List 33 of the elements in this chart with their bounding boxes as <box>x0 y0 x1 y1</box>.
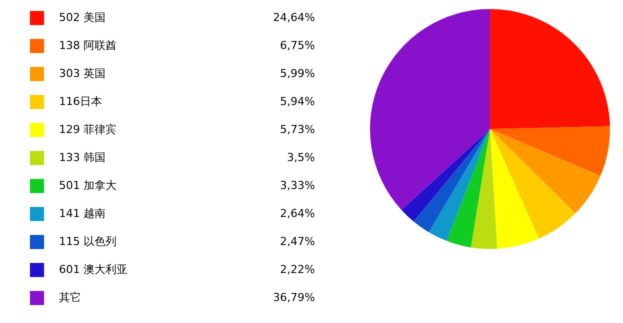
data-label: 5,73% <box>280 123 315 136</box>
pie-slice <box>490 129 600 214</box>
pie-slice <box>490 129 539 249</box>
legend-label: 502 美国 <box>59 11 106 24</box>
data-label: 5,94% <box>280 95 315 108</box>
legend-label: 其它 <box>59 291 81 304</box>
pie-slice <box>414 129 490 232</box>
legend-label: 303 英国 <box>59 67 106 80</box>
legend-label: 138 阿联酋 <box>59 39 116 52</box>
legend-label: 601 澳大利亚 <box>59 263 128 276</box>
pie-slice <box>370 9 490 210</box>
pie-slice <box>428 129 490 241</box>
data-label: 3,33% <box>280 179 315 192</box>
data-label: 5,99% <box>280 67 315 80</box>
data-label: 36,79% <box>273 291 315 304</box>
pie-slice <box>470 129 498 249</box>
pie-slice <box>490 126 610 176</box>
data-label: 3,5% <box>287 151 315 164</box>
legend-label: 133 韩国 <box>59 151 106 164</box>
pie-slice <box>401 129 490 222</box>
data-label: 2,47% <box>280 235 315 248</box>
pie-slice <box>446 129 490 248</box>
legend-label: 116日本 <box>59 95 102 108</box>
legend-label: 129 菲律宾 <box>59 123 116 136</box>
pie-slice <box>490 129 576 239</box>
data-label: 2,64% <box>280 207 315 220</box>
legend-label: 501 加拿大 <box>59 179 116 192</box>
legend-label: 115 以色列 <box>59 235 116 248</box>
data-label: 6,75% <box>280 39 315 52</box>
data-label: 2,22% <box>280 263 315 276</box>
pie-slice <box>490 9 610 129</box>
legend-label: 141 越南 <box>59 207 106 220</box>
data-label: 24,64% <box>273 11 315 24</box>
